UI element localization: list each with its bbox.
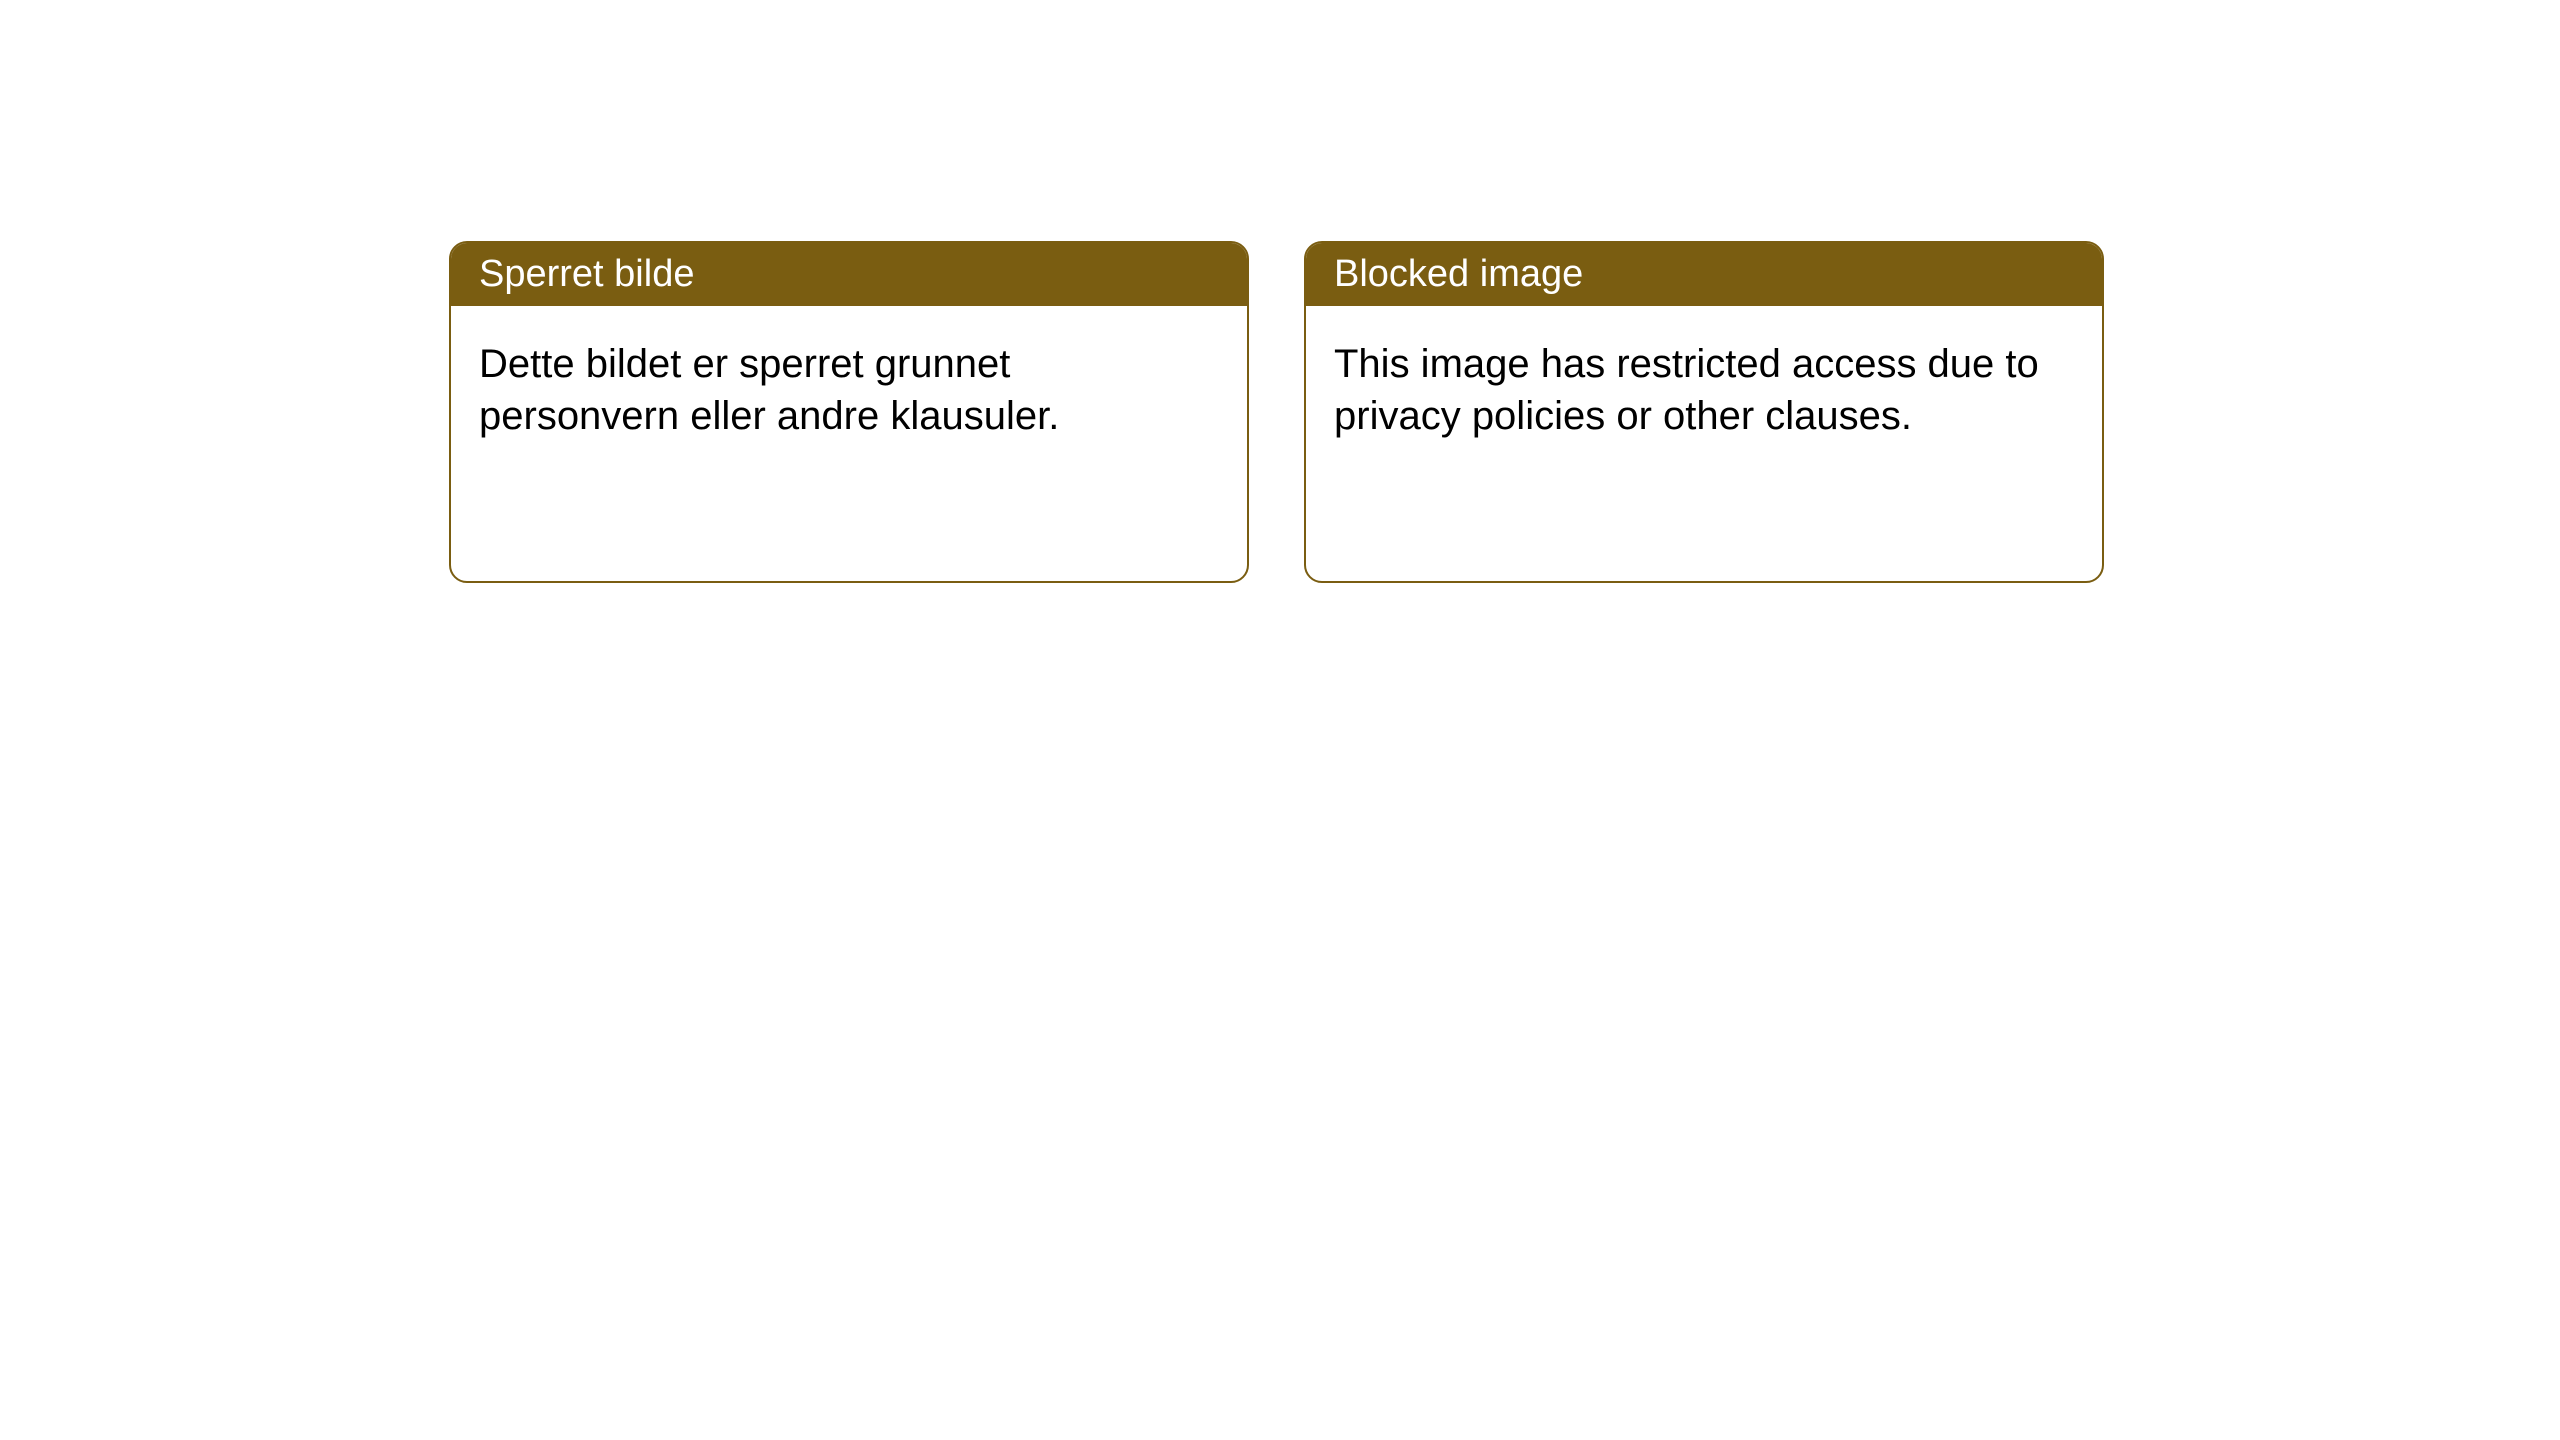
blocked-image-card-english: Blocked image This image has restricted … <box>1304 241 2104 583</box>
card-body-text: This image has restricted access due to … <box>1334 338 2074 442</box>
card-body: This image has restricted access due to … <box>1306 306 2102 581</box>
card-header: Blocked image <box>1306 243 2102 306</box>
blocked-image-card-norwegian: Sperret bilde Dette bildet er sperret gr… <box>449 241 1249 583</box>
message-cards-container: Sperret bilde Dette bildet er sperret gr… <box>449 241 2104 583</box>
card-header-text: Blocked image <box>1334 253 1583 295</box>
card-body-text: Dette bildet er sperret grunnet personve… <box>479 338 1219 442</box>
card-header-text: Sperret bilde <box>479 253 694 295</box>
card-header: Sperret bilde <box>451 243 1247 306</box>
card-body: Dette bildet er sperret grunnet personve… <box>451 306 1247 581</box>
